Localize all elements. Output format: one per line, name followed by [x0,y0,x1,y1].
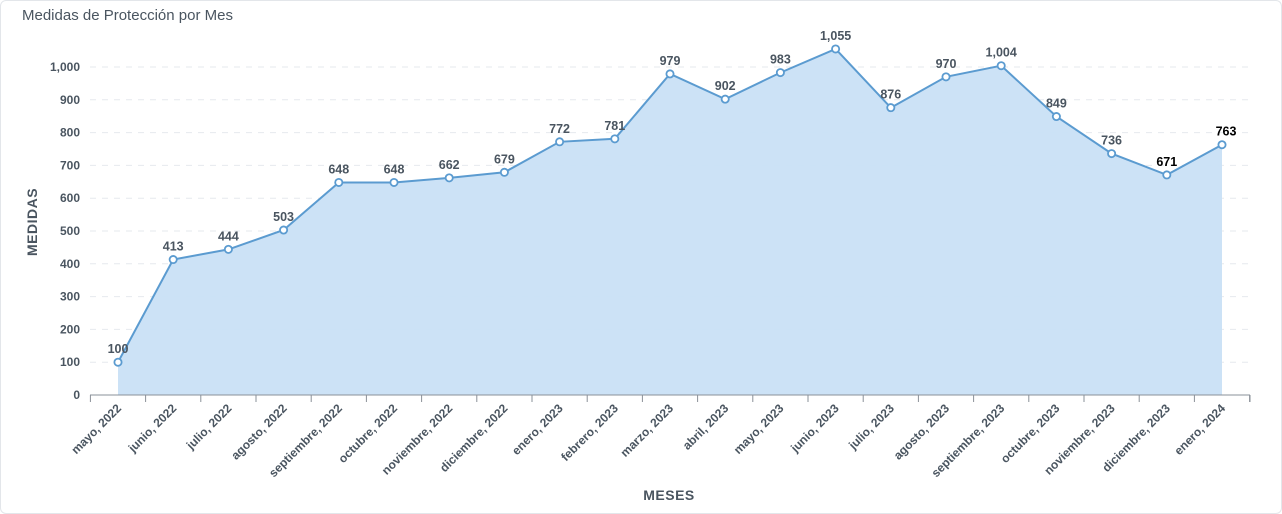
data-point [1051,112,1061,122]
data-point [1217,140,1227,150]
data-label: 671 [1156,155,1177,169]
x-axis-tick-labels: mayo, 2022 junio, 2022 julio, 2022agosto, … [68,401,1228,480]
data-point [279,225,289,235]
data-label: 979 [660,54,681,68]
data-point [1162,170,1172,180]
x-tick-label: julio, 2023 [845,401,897,453]
data-label: 876 [880,88,901,102]
x-tick-label: julio, 2022 [183,401,235,453]
x-tick-label: junio, 2022 [125,401,180,456]
data-point [113,357,123,367]
data-point [555,137,565,147]
data-label: 413 [163,240,184,254]
data-point [499,167,509,177]
data-point [223,244,233,254]
y-tick-label: 700 [60,158,80,172]
data-point [610,134,620,144]
y-tick-label: 300 [60,290,80,304]
y-tick-label: 400 [60,257,80,271]
data-point [941,72,951,82]
data-label: 983 [770,53,791,67]
y-tick-label: 900 [60,93,80,107]
data-label: 662 [439,158,460,172]
data-label: 849 [1046,97,1067,111]
y-axis-title: MEDIDAS [24,188,40,256]
data-labels: 100 413 444 503 648 648 662 679 772 781 979 902 983 1… [108,29,1237,356]
data-label: 444 [218,229,239,243]
y-tick-label: 600 [60,191,80,205]
x-tick-label: junio, 2023 [787,401,842,456]
data-label: 763 [1216,125,1237,139]
y-axis-tick-labels: 0 100 200 300 400 500 600 700 800 900 1,000 [50,60,80,402]
data-point [168,255,178,265]
data-label: 1,055 [820,29,851,43]
data-points [113,44,1227,367]
y-tick-label: 200 [60,322,80,336]
data-point [886,103,896,113]
chart-title: Medidas de Protección por Mes [22,7,233,24]
area-fill [118,49,1222,395]
y-tick-label: 500 [60,224,80,238]
data-point [444,173,454,183]
data-point [389,177,399,187]
x-tick-label: mayo, 2023 [731,401,787,457]
data-label: 648 [384,162,405,176]
data-label: 736 [1101,134,1122,148]
data-label: 1,004 [986,46,1017,60]
data-point [831,44,841,54]
data-label: 100 [108,342,129,356]
x-tick-label: agosto, 2022 [228,401,290,463]
data-label: 781 [604,119,625,133]
x-axis-title: MESES [643,487,695,503]
y-tick-label: 0 [73,388,80,402]
data-point [996,61,1006,71]
data-point [665,69,675,79]
data-point [334,177,344,187]
y-tick-label: 1,000 [50,60,80,74]
x-axis-ticks [89,395,1251,402]
data-label: 772 [549,122,570,136]
data-label: 902 [715,79,736,93]
x-tick-label: marzo, 2023 [618,401,677,460]
x-tick-label: enero, 2023 [509,401,566,458]
x-tick-label: abril, 2023 [680,401,732,453]
x-tick-label: agosto, 2023 [891,401,953,463]
y-tick-label: 800 [60,126,80,140]
x-tick-label: febrero, 2023 [558,401,621,464]
data-label: 648 [328,162,349,176]
data-label: 503 [273,210,294,224]
x-tick-label: enero, 2024 [1172,401,1229,458]
data-label: 970 [936,57,957,71]
data-label: 679 [494,152,515,166]
y-tick-label: 100 [60,355,80,369]
data-point [775,68,785,78]
data-point [720,94,730,104]
data-point [1107,149,1117,159]
x-tick-label: mayo, 2022 [68,401,124,457]
